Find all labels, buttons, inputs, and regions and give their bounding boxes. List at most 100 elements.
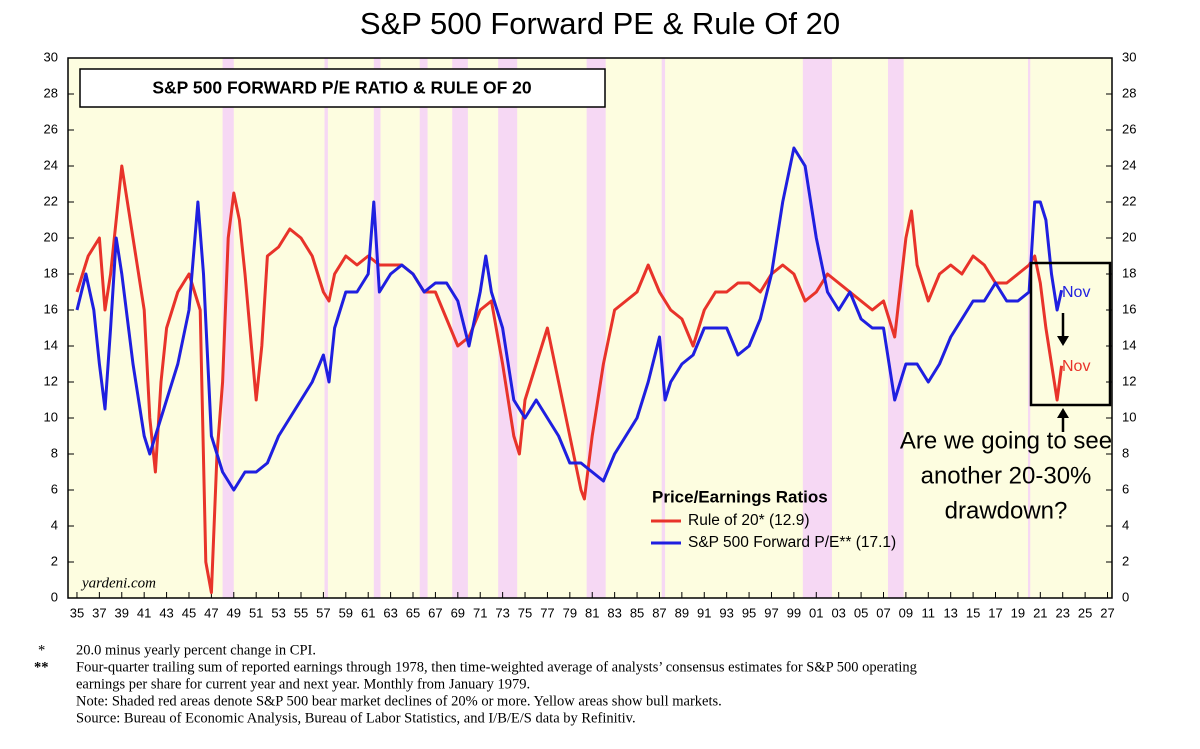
legend-label: S&P 500 Forward P/E** (17.1) [688,534,896,551]
y-tick-label: 20 [44,229,58,244]
y2-tick-label: 2 [1122,553,1129,568]
x-tick-label: 35 [70,605,84,620]
annotation: Nov [1062,358,1090,375]
y-tick-label: 22 [44,193,58,208]
x-tick-label: 39 [115,605,129,620]
x-tick-label: 13 [943,605,957,620]
x-tick-label: 03 [831,605,845,620]
arrow-head [1057,336,1069,346]
annotation-box [1029,261,1112,407]
x-tick-label: 75 [518,605,532,620]
x-tick-label: 41 [137,605,151,620]
y-tick-label: 0 [51,589,58,604]
bear-market-band [498,58,518,598]
series-line [75,146,1064,492]
y-tick-label: 18 [44,265,58,280]
bear-market-band [661,58,666,598]
x-tick-label: 43 [159,605,173,620]
footnote: Source: Bureau of Economic Analysis, Bur… [76,710,636,726]
footnote: Four-quarter trailing sum of reported ea… [76,659,917,675]
annotation: Are we going to see [900,427,1112,454]
y-tick-label: 26 [44,121,58,136]
y-tick-label: 12 [44,373,58,388]
x-tick-label: 73 [495,605,509,620]
footnote: * [38,642,45,658]
annotation: another 20-30% [921,462,1092,489]
y-tick-label: 30 [44,49,58,64]
x-tick-label: 17 [988,605,1002,620]
x-tick-label: 91 [697,605,711,620]
plot-border [67,57,1113,599]
bear-market-band [373,58,381,598]
x-tick-label: 57 [316,605,330,620]
x-tick-label: 25 [1078,605,1092,620]
x-tick-label: 65 [406,605,420,620]
x-tick-label: 37 [92,605,106,620]
y-tick-label: 16 [44,301,58,316]
x-tick-label: 07 [876,605,890,620]
y2-tick-label: 28 [1122,85,1136,100]
bear-market-band [1027,58,1031,598]
x-tick-label: 11 [922,605,936,620]
y-tick-label: 6 [51,481,58,496]
x-tick-label: 83 [607,605,621,620]
y2-tick-label: 14 [1122,337,1136,352]
y2-tick-label: 24 [1122,157,1136,172]
x-tick-label: 79 [563,605,577,620]
y-tick-label: 2 [51,553,58,568]
x-tick-label: 89 [675,605,689,620]
x-tick-label: 59 [339,605,353,620]
x-tick-label: 27 [1100,605,1114,620]
y2-tick-label: 20 [1122,229,1136,244]
bear-market-band [586,58,606,598]
x-tick-label: 49 [227,605,241,620]
y2-tick-label: 26 [1122,121,1136,136]
y-tick-label: 8 [51,445,58,460]
x-tick-label: 63 [383,605,397,620]
x-tick-label: 51 [249,605,263,620]
y2-tick-label: 12 [1122,373,1136,388]
bear-market-band [419,58,428,598]
y-tick-label: 14 [44,337,58,352]
y2-tick-label: 0 [1122,589,1129,604]
x-tick-label: 09 [899,605,913,620]
footnote: ** [34,659,49,675]
x-tick-label: 93 [719,605,733,620]
y2-tick-label: 8 [1122,445,1129,460]
subtitle: S&P 500 FORWARD P/E RATIO & RULE OF 20 [152,78,532,98]
x-tick-label: 15 [966,605,980,620]
x-tick-label: 97 [764,605,778,620]
footnote: 20.0 minus yearly percent change in CPI. [76,642,316,658]
x-tick-label: 77 [540,605,554,620]
x-tick-label: 23 [1055,605,1069,620]
x-tick-label: 55 [294,605,308,620]
legend-label: Rule of 20* (12.9) [688,512,810,529]
x-tick-label: 67 [428,605,442,620]
x-tick-label: 99 [787,605,801,620]
footnote: Note: Shaded red areas denote S&P 500 be… [76,693,722,709]
y2-tick-label: 16 [1122,301,1136,316]
chart-title: S&P 500 Forward PE & Rule Of 20 [360,6,840,41]
y2-tick-label: 6 [1122,481,1129,496]
y2-tick-label: 22 [1122,193,1136,208]
x-tick-label: 69 [451,605,465,620]
x-tick-label: 53 [271,605,285,620]
y2-tick-label: 10 [1122,409,1136,424]
y2-tick-label: 18 [1122,265,1136,280]
annotation: drawdown? [945,497,1068,524]
source-label: yardeni.com [80,575,156,591]
bear-market-band [452,58,468,598]
y-tick-label: 24 [44,157,58,172]
y2-tick-label: 30 [1122,49,1136,64]
footnote: earnings per share for current year and … [76,676,530,692]
subtitle-box [79,68,606,108]
bear-market-band [222,58,234,598]
y-tick-label: 4 [51,517,58,532]
x-tick-label: 01 [809,605,823,620]
series-line [75,164,1064,595]
x-tick-label: 71 [473,605,487,620]
bear-market-band [324,58,328,598]
